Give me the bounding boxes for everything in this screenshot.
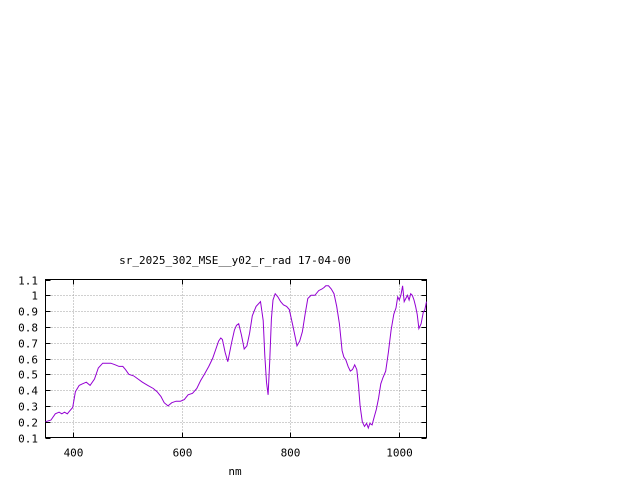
tick-label-layer: 0.1 0.2 0.3 0.4 0.5 0.6 0.7 0.8 0.9 1 1.1 400 600 800… bbox=[18, 275, 413, 460]
plot-frame bbox=[45, 279, 427, 438]
x-tick-label: 800 bbox=[281, 447, 301, 460]
grid-layer bbox=[45, 279, 427, 438]
y-tick-label: 0.8 bbox=[18, 322, 38, 335]
y-tick-label: 0.4 bbox=[18, 385, 38, 398]
spectrum-line bbox=[45, 285, 427, 430]
chart-title: sr_2025_302_MSE__y02_r_rad 17-04-00 bbox=[119, 254, 351, 267]
y-tick-label: 0.7 bbox=[18, 338, 38, 351]
x-tick-label: 600 bbox=[173, 447, 193, 460]
x-axis-label: nm bbox=[228, 465, 242, 478]
y-tick-label: 0.6 bbox=[18, 354, 38, 367]
x-tick-label: 400 bbox=[64, 447, 84, 460]
tick-layer bbox=[45, 279, 427, 439]
x-tick-label: 1000 bbox=[386, 447, 413, 460]
y-tick-label: 1.1 bbox=[18, 275, 38, 288]
y-tick-label: 0.9 bbox=[18, 306, 38, 319]
y-tick-label: 0.1 bbox=[18, 433, 38, 446]
y-tick-label: 0.5 bbox=[18, 369, 38, 382]
y-tick-label: 1 bbox=[31, 290, 38, 303]
y-tick-label: 0.2 bbox=[18, 417, 38, 430]
y-tick-label: 0.3 bbox=[18, 401, 38, 414]
